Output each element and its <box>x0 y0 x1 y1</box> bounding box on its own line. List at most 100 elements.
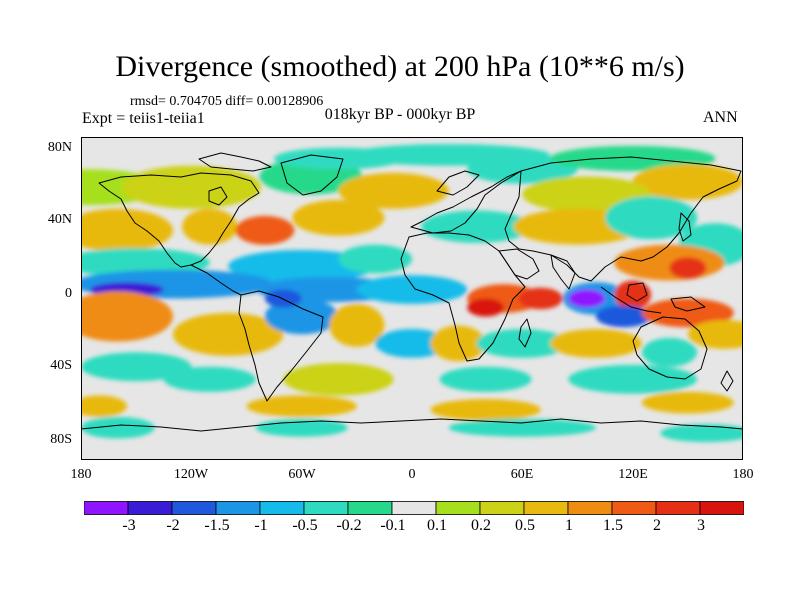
contour-region <box>81 416 155 439</box>
colorbar-swatch <box>347 501 393 515</box>
colorbar-label: 1.5 <box>603 517 623 534</box>
lon-label-120e: 120E <box>618 467 648 482</box>
coastline-australia <box>632 316 708 380</box>
colorbar-swatch <box>127 501 173 515</box>
coastlines <box>81 152 743 432</box>
colorbar-label: -0.5 <box>292 517 318 534</box>
coastline-north-america <box>98 172 260 268</box>
contour-region <box>549 329 642 358</box>
contour-region <box>338 172 449 209</box>
colorbar-swatch <box>215 501 261 515</box>
contour-region <box>163 366 256 392</box>
lat-label-80n: 80N <box>47 140 72 155</box>
colorbar-label: -0.1 <box>380 517 406 534</box>
colorbar-swatch <box>479 501 525 515</box>
lon-label-60e: 60E <box>510 467 534 482</box>
lon-label-180e: 180 <box>732 467 754 482</box>
colorbar-swatch <box>259 501 305 515</box>
coastline-asia <box>504 156 742 282</box>
period-label: 018kyr BP - 000kyr BP <box>324 106 476 123</box>
colorbar-swatch <box>391 501 437 515</box>
colorbar-swatch <box>84 501 129 515</box>
contour-region <box>338 244 413 274</box>
colorbar-label: -1.5 <box>204 517 230 534</box>
coastline-madagascar <box>518 318 532 348</box>
lon-label-60w: 60W <box>288 467 316 482</box>
contour-region <box>568 289 606 308</box>
season-label: ANN <box>703 109 738 126</box>
contour-region <box>641 337 698 367</box>
contour-region <box>669 257 707 279</box>
coastline-hudson-bay <box>208 186 228 206</box>
lon-label-120w: 120W <box>173 467 209 482</box>
colorbar-label: 2 <box>653 517 661 534</box>
contour-region <box>81 208 173 252</box>
contour-region <box>121 165 262 209</box>
colorbar <box>84 501 744 515</box>
contour-region <box>81 291 173 342</box>
lat-label-40s: 40S <box>50 358 72 373</box>
contour-region <box>235 215 295 245</box>
experiment-label: Expt = teiis1-teiia1 <box>82 110 205 127</box>
contour-region <box>641 298 734 328</box>
coastline-canadian-arctic <box>198 152 272 172</box>
stats-label: rmsd= 0.704705 diff= 0.00128906 <box>130 94 324 109</box>
coastline-central-america <box>190 264 242 296</box>
coastline-borneo <box>626 282 648 302</box>
divergence-map <box>81 137 743 460</box>
contour-region <box>81 352 192 382</box>
coastline-scandinavia <box>436 170 480 196</box>
colorbar-swatch <box>523 501 569 515</box>
colorbar-label: 1 <box>565 517 573 534</box>
contour-region <box>518 287 563 310</box>
colorbar-label: 0.5 <box>515 517 535 534</box>
colorbar-label: 0.2 <box>471 517 491 534</box>
contour-region <box>356 275 468 304</box>
coastline-new-zealand <box>720 370 734 392</box>
colorbar-label: 3 <box>697 517 705 534</box>
contour-region <box>641 391 734 414</box>
contour-region <box>430 325 486 362</box>
contour-region <box>283 363 394 396</box>
coastline-india <box>550 254 576 290</box>
contour-region <box>292 199 385 236</box>
contour-region <box>595 305 652 328</box>
coastline-japan <box>678 212 692 242</box>
colorbar-label: -0.2 <box>336 517 362 534</box>
lat-label-0: 0 <box>65 286 72 301</box>
colorbar-swatch <box>567 501 613 515</box>
contour-region <box>430 399 541 421</box>
coastline-south-america <box>238 290 324 402</box>
lon-label-180w: 180 <box>70 467 92 482</box>
contour-region <box>421 210 532 243</box>
coastline-arabia <box>498 248 540 280</box>
contour-region <box>182 208 238 245</box>
colorbar-label: -2 <box>166 517 180 534</box>
colorbar-label: -3 <box>122 517 136 534</box>
colorbar-swatch <box>611 501 657 515</box>
contour-region <box>329 303 385 347</box>
contour-region <box>264 289 302 308</box>
colorbar-label: 0.1 <box>427 517 447 534</box>
contour-region <box>660 424 743 443</box>
divergence-field <box>81 144 743 443</box>
lon-label-0: 0 <box>408 467 416 482</box>
coastline-antarctica <box>81 418 743 432</box>
colorbar-swatch <box>699 501 744 515</box>
contour-region <box>246 395 357 418</box>
lat-label-40n: 40N <box>47 212 72 227</box>
coastline-greenland <box>280 154 344 196</box>
contour-region <box>614 244 725 281</box>
plot-title: Divergence (smoothed) at 200 hPa (10**6 … <box>115 50 685 83</box>
contour-region <box>568 364 698 394</box>
colorbar-swatch <box>655 501 701 515</box>
contour-region <box>687 320 743 349</box>
map-frame <box>81 137 743 460</box>
contour-region <box>375 329 449 358</box>
coastline-indonesia <box>600 286 662 314</box>
contour-region <box>81 395 127 417</box>
contour-region <box>439 366 532 392</box>
contour-region <box>172 312 284 356</box>
colorbar-swatch <box>435 501 481 515</box>
colorbar-swatch <box>303 501 349 515</box>
